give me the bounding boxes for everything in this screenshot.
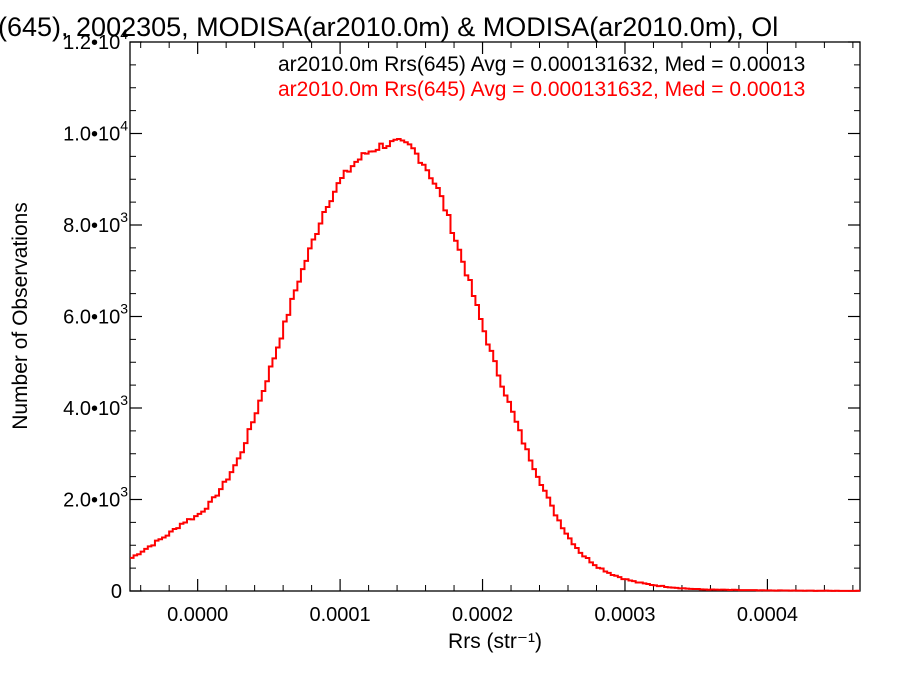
y-tick-label: 1.2•104 xyxy=(63,26,128,54)
y-tick-label: 2.0•103 xyxy=(63,484,128,512)
y-tick-label: 0 xyxy=(111,581,122,603)
histogram-series-line xyxy=(130,137,860,592)
y-tick-label: 6.0•103 xyxy=(63,301,128,329)
plot-frame xyxy=(129,41,861,592)
x-tick-label: 0.0004 xyxy=(737,604,798,626)
x-tick-label: 0.0000 xyxy=(167,604,228,626)
x-tick-label: 0.0002 xyxy=(452,604,513,626)
legend-entry-black: ar2010.0m Rrs(645) Avg = 0.000131632, Me… xyxy=(278,53,805,76)
axis-ticks: 0.0000 0.0001 0.0002 0.0003 0.0004 0 2.0•103 4.… xyxy=(63,26,860,626)
series-layer xyxy=(130,137,860,592)
y-tick-label: 4.0•103 xyxy=(63,392,128,420)
x-tick-label: 0.0003 xyxy=(594,604,655,626)
y-axis-label: Number of Observations xyxy=(9,202,32,430)
y-tick-label: 8.0•103 xyxy=(63,209,128,237)
legend: ar2010.0m Rrs(645) Avg = 0.000131632, Me… xyxy=(278,53,805,101)
y-tick-label: 1.0•104 xyxy=(63,118,128,146)
x-tick-label: 0.0001 xyxy=(310,604,371,626)
legend-entry-red: ar2010.0m Rrs(645) Avg = 0.000131632, Me… xyxy=(278,78,805,101)
x-axis-label: Rrs (str⁻¹) xyxy=(448,630,542,653)
chart-title: (645), 2002305, MODISA(ar2010.0m) & MODI… xyxy=(0,12,778,42)
